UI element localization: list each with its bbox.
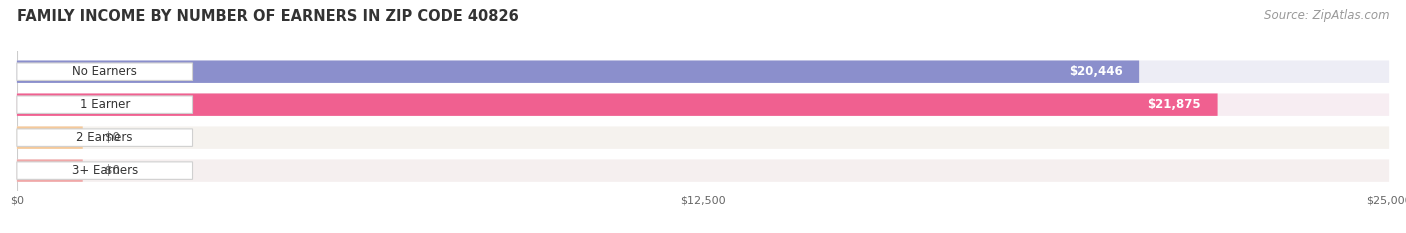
FancyBboxPatch shape bbox=[17, 61, 1139, 83]
FancyBboxPatch shape bbox=[17, 162, 193, 179]
Text: FAMILY INCOME BY NUMBER OF EARNERS IN ZIP CODE 40826: FAMILY INCOME BY NUMBER OF EARNERS IN ZI… bbox=[17, 9, 519, 24]
Text: 3+ Earners: 3+ Earners bbox=[72, 164, 138, 177]
FancyBboxPatch shape bbox=[17, 159, 83, 182]
Text: 1 Earner: 1 Earner bbox=[80, 98, 129, 111]
Text: $0: $0 bbox=[104, 131, 120, 144]
FancyBboxPatch shape bbox=[17, 93, 1389, 116]
FancyBboxPatch shape bbox=[17, 96, 193, 113]
Text: No Earners: No Earners bbox=[72, 65, 138, 78]
Text: 2 Earners: 2 Earners bbox=[76, 131, 134, 144]
Text: $20,446: $20,446 bbox=[1069, 65, 1122, 78]
FancyBboxPatch shape bbox=[17, 129, 193, 146]
FancyBboxPatch shape bbox=[17, 63, 193, 80]
FancyBboxPatch shape bbox=[17, 61, 1389, 83]
Text: Source: ZipAtlas.com: Source: ZipAtlas.com bbox=[1264, 9, 1389, 22]
Text: $0: $0 bbox=[104, 164, 120, 177]
FancyBboxPatch shape bbox=[17, 93, 1218, 116]
FancyBboxPatch shape bbox=[17, 127, 83, 149]
FancyBboxPatch shape bbox=[17, 127, 1389, 149]
FancyBboxPatch shape bbox=[17, 159, 1389, 182]
Text: $21,875: $21,875 bbox=[1147, 98, 1201, 111]
